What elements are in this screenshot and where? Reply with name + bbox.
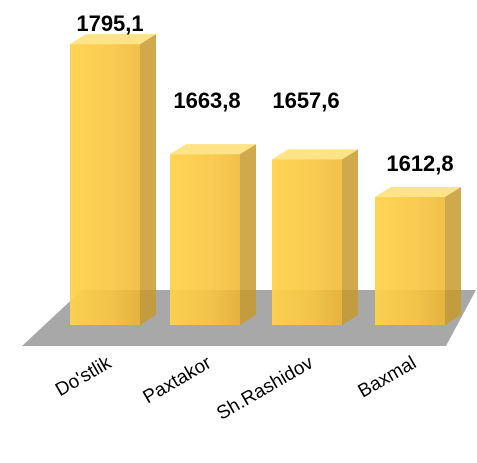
bar-top bbox=[272, 149, 358, 160]
bar bbox=[70, 44, 140, 325]
bar-side bbox=[342, 149, 358, 325]
value-label: 1795,1 bbox=[76, 11, 143, 36]
value-label: 1612,8 bbox=[386, 151, 453, 176]
bar-side bbox=[445, 186, 461, 325]
category-label: Sh.Rashidov bbox=[213, 352, 317, 424]
bar bbox=[375, 196, 445, 325]
category-label: Paxtakor bbox=[140, 352, 216, 408]
bar-top bbox=[375, 186, 461, 197]
category-label: Do'stlik bbox=[52, 352, 115, 401]
value-label: 1657,6 bbox=[272, 88, 339, 113]
bar bbox=[170, 154, 240, 325]
bar-side bbox=[140, 34, 156, 325]
category-label: Baxmal bbox=[355, 352, 420, 402]
value-label: 1663,8 bbox=[173, 88, 240, 113]
bars bbox=[70, 34, 461, 325]
bar-top bbox=[70, 34, 156, 45]
bar-top bbox=[170, 144, 256, 155]
bar-side bbox=[240, 144, 256, 325]
bar bbox=[272, 159, 342, 325]
